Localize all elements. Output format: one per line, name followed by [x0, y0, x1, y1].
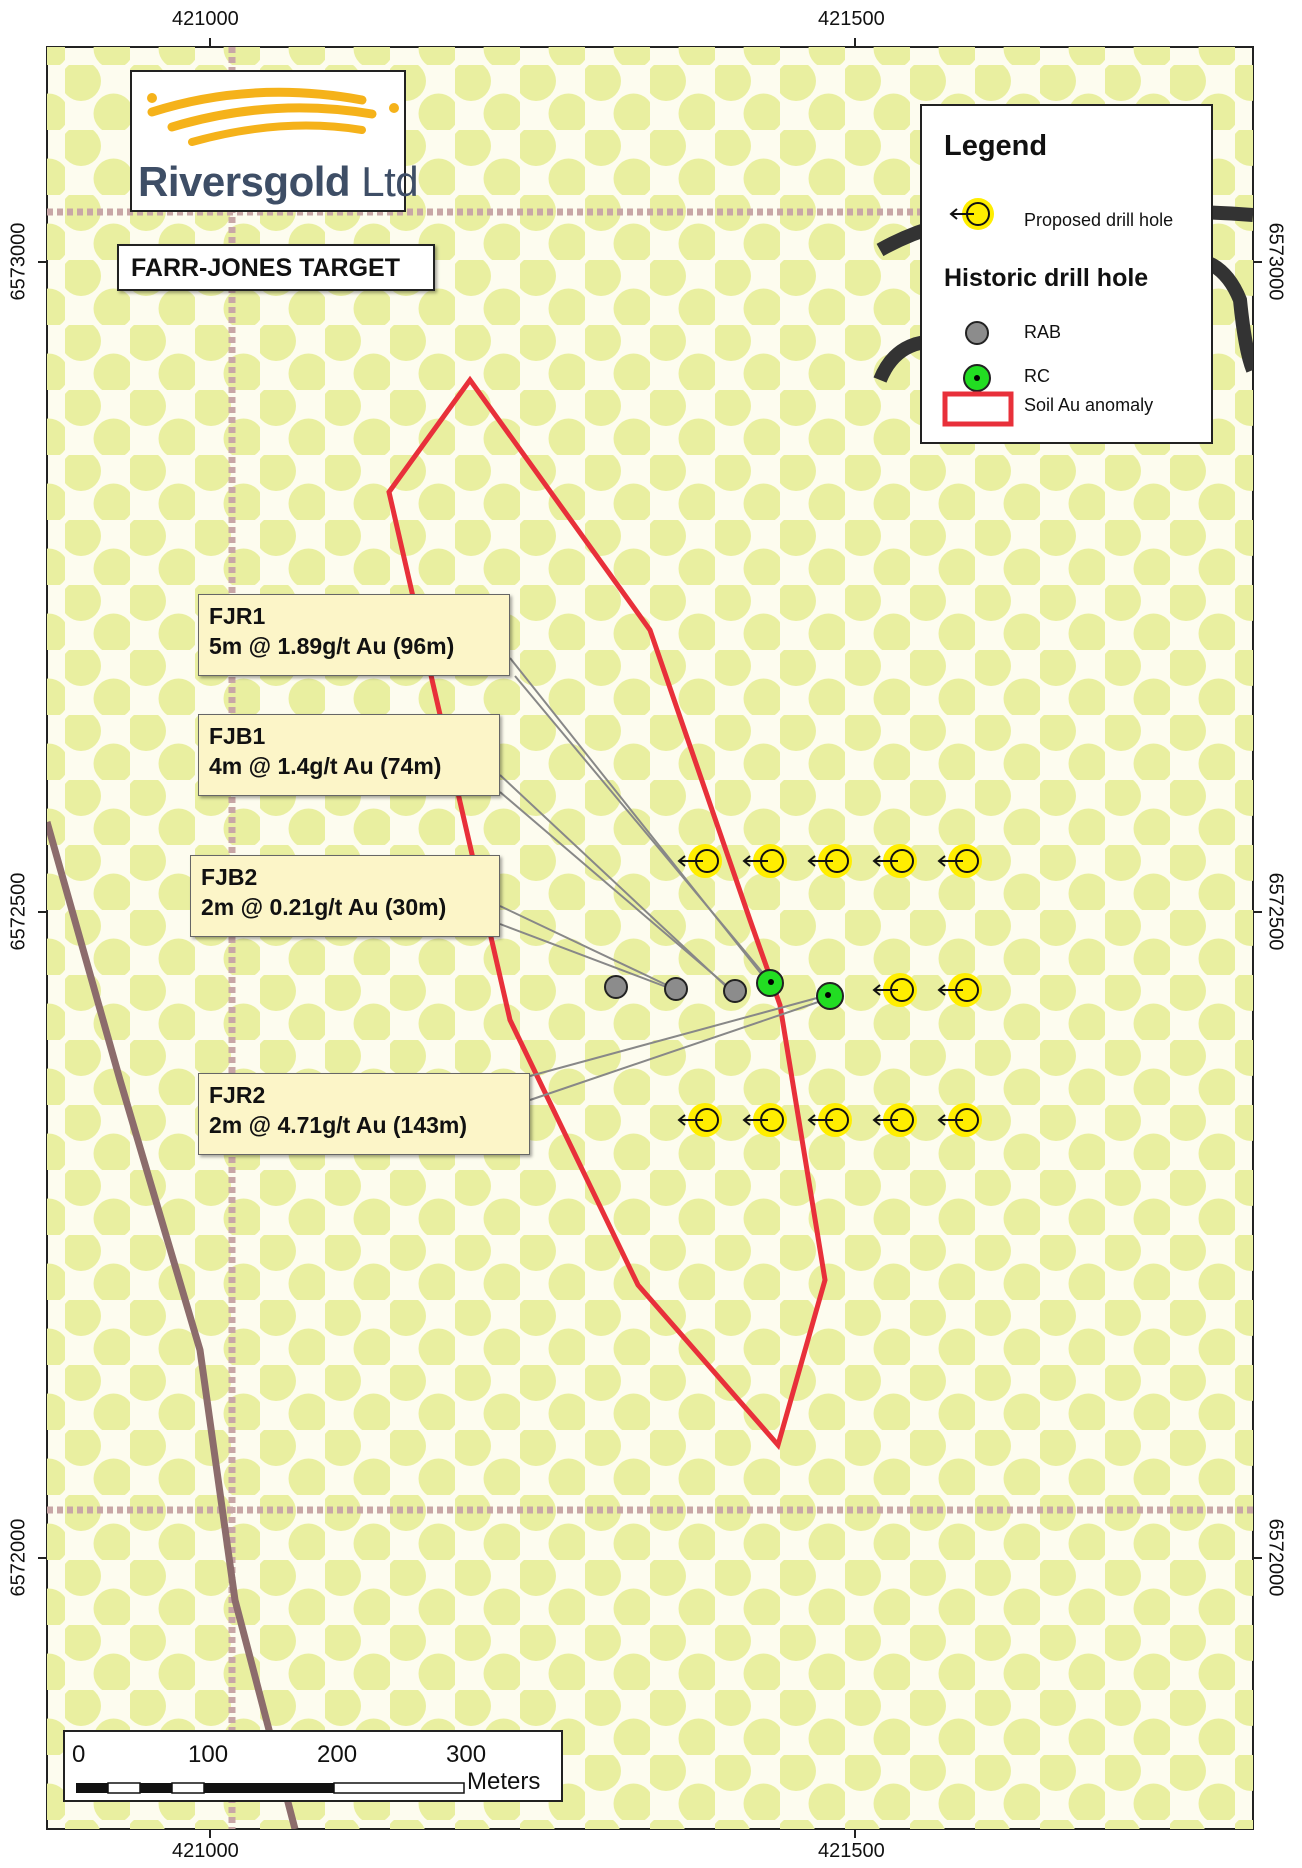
- proposed-drill-hole: [872, 1103, 917, 1137]
- rab-hole: [664, 977, 688, 1001]
- x-tick-top-1: 421000: [172, 8, 239, 30]
- scale-bar: 0 100 200 300 Meters: [63, 1730, 563, 1802]
- rc-hole-collar: [825, 992, 831, 998]
- proposed-drill-hole-icon: [949, 198, 994, 230]
- road-line: [47, 821, 299, 1829]
- rab-hole: [604, 975, 628, 999]
- target-label: FARR-JONES TARGET: [117, 244, 435, 291]
- historic-rab-holes: [604, 975, 747, 1003]
- proposed-drill-hole: [937, 844, 982, 878]
- callout-fjb2: FJB2 2m @ 0.21g/t Au (30m): [190, 855, 500, 937]
- axis-ticks: [38, 38, 1262, 1838]
- callout-fjr2-id: FJR2: [209, 1082, 266, 1108]
- callout-fjb1: FJB1 4m @ 1.4g/t Au (74m): [198, 714, 500, 796]
- scale-label-0: 0: [72, 1741, 86, 1768]
- historic-rc-holes: [756, 969, 844, 1010]
- logo-wordmark: Riversgold Ltd: [138, 158, 419, 205]
- callout-leaders: [499, 657, 831, 1101]
- scale-unit-label: Meters: [467, 1768, 541, 1795]
- callout-fjb2-id: FJB2: [201, 864, 258, 890]
- proposed-drill-hole: [937, 973, 982, 1007]
- legend: Legend Proposed drill hole Historic dril…: [920, 104, 1213, 444]
- rc-hole-collar: [768, 979, 774, 985]
- company-logo: Riversgold Ltd: [130, 70, 419, 212]
- scale-label-300: 300: [446, 1741, 487, 1768]
- callout-fjr2: FJR2 2m @ 4.71g/t Au (143m): [198, 1073, 530, 1155]
- scale-label-100: 100: [188, 1741, 229, 1768]
- x-tick-bottom-2: 421500: [818, 1840, 885, 1862]
- legend-title: Legend: [944, 130, 1048, 162]
- legend-proposed-label: Proposed drill hole: [1024, 210, 1174, 230]
- y-tick-left-1: 6573000: [7, 222, 30, 301]
- y-tick-right-3: 6572000: [1264, 1518, 1287, 1597]
- legend-anomaly-label: Soil Au anomaly: [1024, 395, 1154, 415]
- proposed-drill-hole: [677, 844, 722, 878]
- y-tick-left-2: 6572500: [7, 872, 30, 951]
- x-tick-bottom-1: 421000: [172, 1840, 239, 1862]
- legend-rc-label: RC: [1024, 366, 1050, 386]
- soil-anomaly-icon: [942, 391, 1014, 427]
- callout-fjr1: FJR1 5m @ 1.89g/t Au (96m): [198, 594, 510, 676]
- proposed-drill-hole: [872, 973, 917, 1007]
- y-tick-right-2: 6572500: [1264, 872, 1287, 951]
- y-tick-left-3: 6572000: [7, 1518, 30, 1597]
- x-tick-top-2: 421500: [818, 8, 885, 30]
- legend-rab-label: RAB: [1024, 322, 1062, 342]
- proposed-drill-hole: [937, 1103, 982, 1137]
- rc-hole-icon: [963, 364, 991, 392]
- proposed-drill-hole: [742, 1103, 787, 1137]
- proposed-drill-hole: [872, 844, 917, 878]
- y-tick-right-1: 6573000: [1264, 222, 1287, 301]
- logo-swoosh-icon: [147, 87, 399, 146]
- callout-fjb2-result: 2m @ 0.21g/t Au (30m): [201, 894, 447, 920]
- legend-historic-title: Historic drill hole: [944, 264, 1149, 292]
- callout-fjb1-id: FJB1: [209, 723, 266, 749]
- proposed-drill-hole: [742, 844, 787, 878]
- rab-hole: [723, 979, 747, 1003]
- callout-fjr2-result: 2m @ 4.71g/t Au (143m): [209, 1112, 468, 1138]
- callout-fjr1-result: 5m @ 1.89g/t Au (96m): [209, 633, 455, 659]
- scale-bar-graphic: [76, 1782, 465, 1794]
- proposed-drill-holes: [677, 844, 982, 1137]
- proposed-drill-hole: [677, 1103, 722, 1137]
- rab-hole-icon: [965, 321, 989, 345]
- proposed-drill-hole: [807, 1103, 852, 1137]
- callout-fjr1-id: FJR1: [209, 603, 266, 629]
- callout-fjb1-result: 4m @ 1.4g/t Au (74m): [209, 753, 442, 779]
- proposed-drill-hole: [807, 844, 852, 878]
- scale-label-200: 200: [317, 1741, 358, 1768]
